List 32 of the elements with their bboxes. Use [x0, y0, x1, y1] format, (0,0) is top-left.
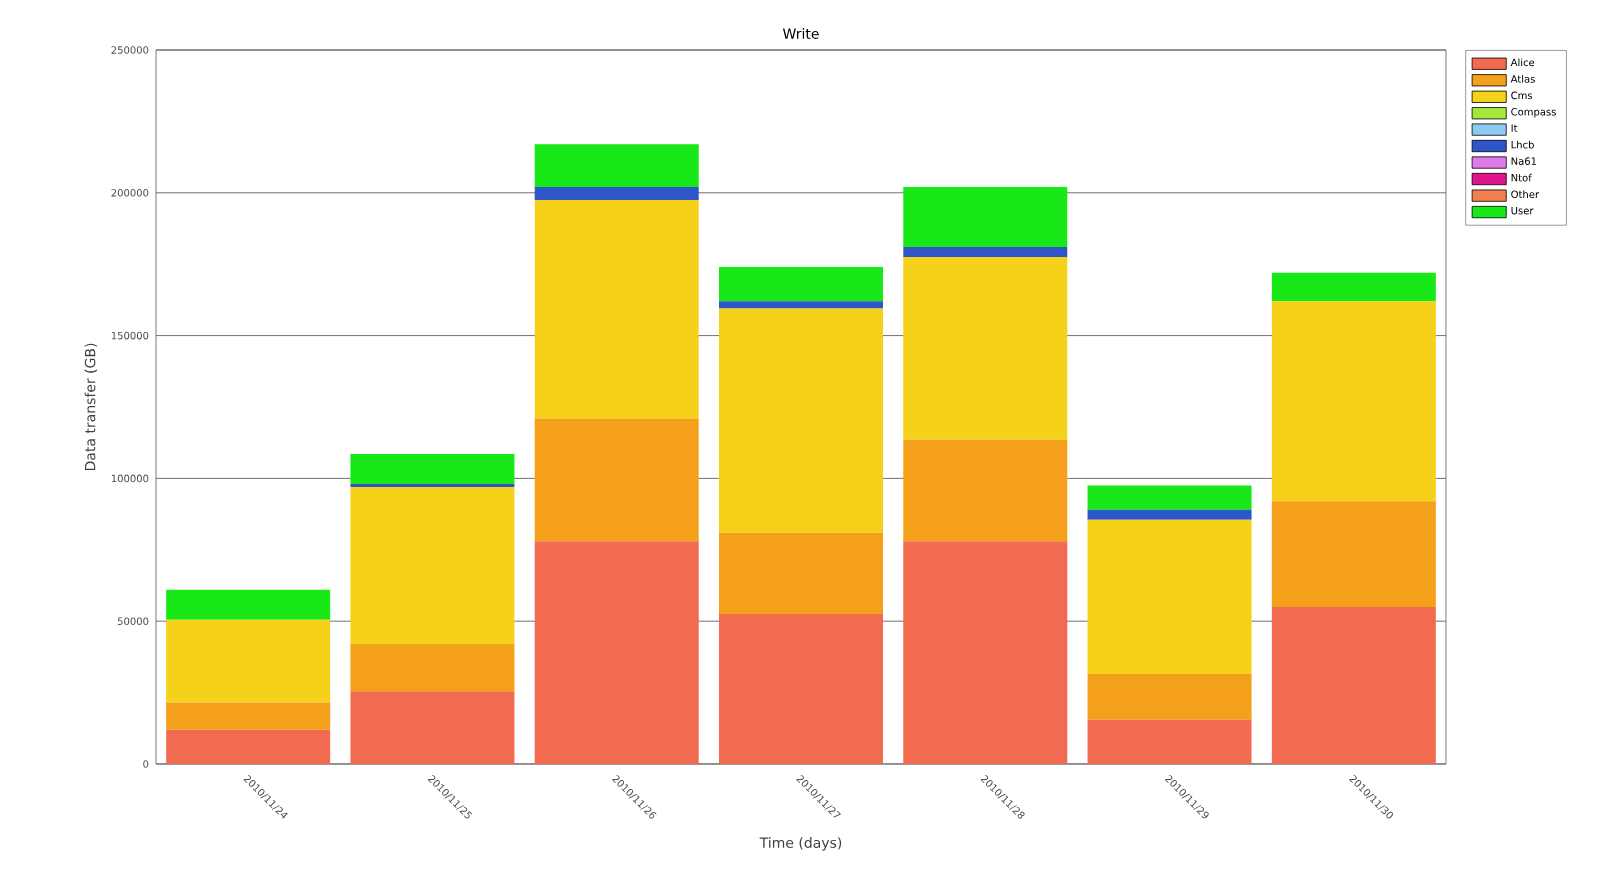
- bar: [1087, 509, 1252, 520]
- bar: [719, 301, 883, 309]
- bar: [903, 247, 1068, 258]
- bar: [350, 486, 515, 645]
- bar: [166, 729, 331, 764]
- bar: [903, 257, 1068, 440]
- bar: [534, 199, 699, 419]
- bar: [166, 702, 331, 730]
- bar: [1087, 519, 1252, 675]
- bar: [1087, 485, 1252, 510]
- bar: [534, 418, 699, 542]
- bar: [166, 619, 331, 703]
- bar: [534, 541, 699, 764]
- bar: [719, 267, 883, 302]
- bar: [719, 532, 883, 615]
- bar: [534, 187, 699, 200]
- bar: [350, 691, 515, 764]
- bar: [166, 589, 331, 620]
- bar: [1271, 606, 1436, 764]
- bar: [1271, 272, 1436, 302]
- bar: [1271, 501, 1436, 607]
- bar: [350, 454, 515, 485]
- bar: [903, 439, 1068, 542]
- bar: [534, 144, 699, 188]
- bar: [719, 308, 883, 533]
- bar: [350, 644, 515, 692]
- bar: [1087, 719, 1252, 764]
- bar: [903, 187, 1068, 248]
- bar: [719, 614, 883, 764]
- bar: [1087, 674, 1252, 720]
- bar: [903, 541, 1068, 764]
- bar: [1271, 301, 1436, 502]
